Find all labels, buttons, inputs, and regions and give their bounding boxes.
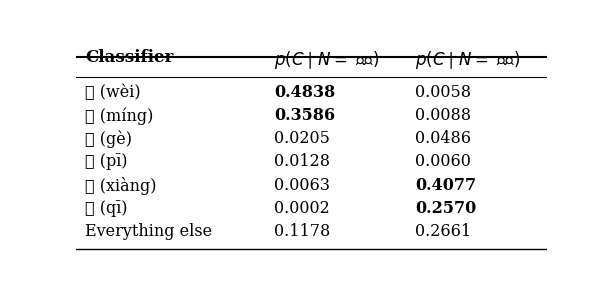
- Text: 个 (gè): 个 (gè): [85, 130, 133, 148]
- Text: 0.0088: 0.0088: [415, 107, 471, 124]
- Text: 0.0063: 0.0063: [274, 177, 330, 194]
- Text: 0.1178: 0.1178: [274, 223, 330, 240]
- Text: 0.0205: 0.0205: [274, 130, 330, 147]
- Text: 0.0058: 0.0058: [415, 84, 471, 101]
- Text: 0.0486: 0.0486: [415, 130, 471, 147]
- Text: 0.4838: 0.4838: [274, 84, 335, 101]
- Text: 位 (wèi): 位 (wèi): [85, 84, 141, 101]
- Text: 批 (pī): 批 (pī): [85, 153, 128, 171]
- Text: $p(C \mid N = $ 工程$)$: $p(C \mid N = $ 工程$)$: [415, 49, 520, 71]
- Text: $p(C \mid N = $ 人士$)$: $p(C \mid N = $ 人士$)$: [274, 49, 379, 71]
- Text: Everything else: Everything else: [85, 223, 213, 240]
- Text: 0.4077: 0.4077: [415, 177, 477, 194]
- Text: 0.0128: 0.0128: [274, 153, 330, 171]
- Text: 期 (qī): 期 (qī): [85, 200, 128, 217]
- Text: 0.0002: 0.0002: [274, 200, 330, 217]
- Text: 0.0060: 0.0060: [415, 153, 471, 171]
- Text: 0.3586: 0.3586: [274, 107, 335, 124]
- Text: 0.2661: 0.2661: [415, 223, 471, 240]
- Text: 项 (xiàng): 项 (xiàng): [85, 177, 157, 195]
- Text: 名 (míng): 名 (míng): [85, 107, 154, 125]
- Text: 0.2570: 0.2570: [415, 200, 477, 217]
- Text: Classifier: Classifier: [85, 49, 174, 66]
